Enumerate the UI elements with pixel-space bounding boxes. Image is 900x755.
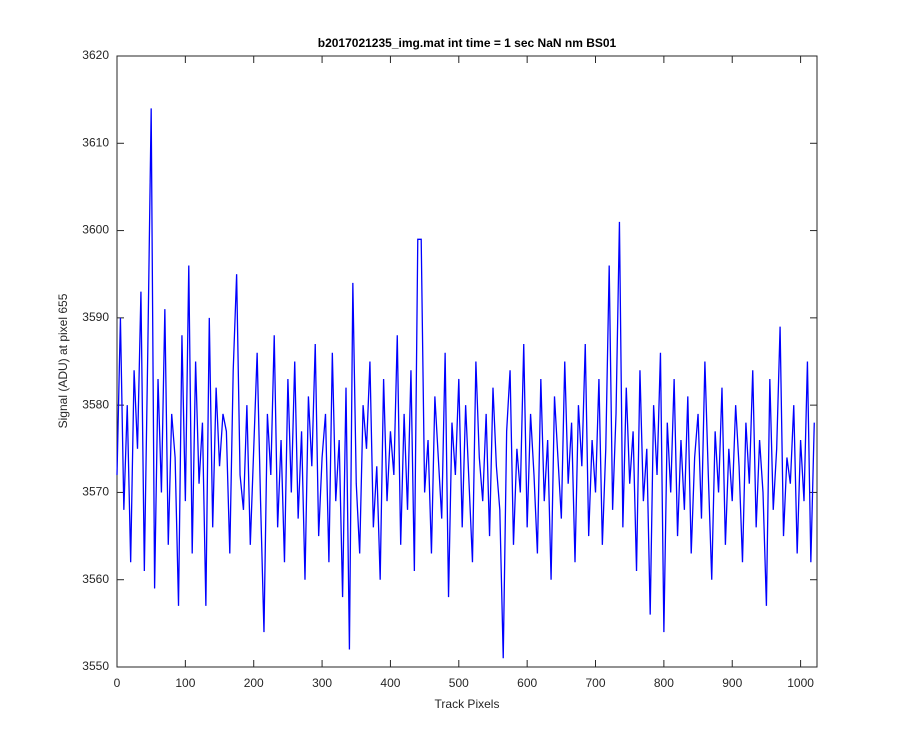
x-tick-label: 600: [517, 676, 537, 690]
y-tick-label: 3590: [82, 310, 109, 324]
x-tick-label: 100: [175, 676, 195, 690]
y-tick-label: 3610: [82, 135, 109, 149]
y-tick-label: 3580: [82, 397, 109, 411]
y-tick-label: 3600: [82, 223, 109, 237]
y-tick-label: 3620: [82, 48, 109, 62]
x-tick-label: 700: [586, 676, 606, 690]
x-tick-label: 800: [654, 676, 674, 690]
x-axis-label: Track Pixels: [435, 697, 500, 711]
data-line: [116, 108, 815, 659]
x-tick-label: 500: [449, 676, 469, 690]
y-tick-label: 3570: [82, 485, 109, 499]
y-axis-label: Signal (ADU) at pixel 655: [56, 293, 70, 428]
chart-title: b2017021235_img.mat int time = 1 sec NaN…: [318, 36, 617, 50]
x-tick-label: 400: [380, 676, 400, 690]
x-tick-label: 300: [312, 676, 332, 690]
x-tick-label: 900: [722, 676, 742, 690]
x-tick-label: 0: [114, 676, 121, 690]
y-tick-label: 3560: [82, 572, 109, 586]
y-tick-label: 3550: [82, 659, 109, 673]
x-tick-label: 200: [244, 676, 264, 690]
x-tick-label: 1000: [787, 676, 814, 690]
